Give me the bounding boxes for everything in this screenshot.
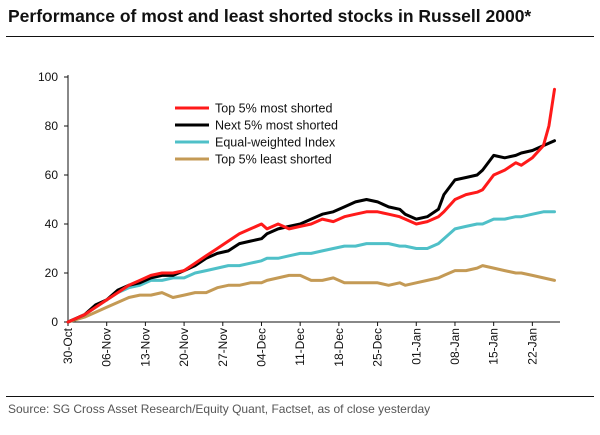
x-tick-label: 13-Nov	[138, 328, 152, 367]
chart-axes: 0 20 40 60 80 100 30-Oct 06-Nov 13-Nov 20-Nov 27-N…	[38, 70, 560, 367]
footer-divider	[6, 396, 594, 397]
series-line-next-5-most-shorted	[66, 139, 556, 324]
legend-label-equal-weighted-index: Equal-weighted Index	[215, 136, 336, 150]
x-tick-label: 27-Nov	[216, 328, 230, 367]
x-tick-label: 22-Jan	[525, 328, 539, 365]
series-line-top-5-least-shorted	[66, 264, 556, 324]
legend-label-top-5-least-shorted: Top 5% least shorted	[215, 153, 332, 167]
source-note: Source: SG Cross Asset Research/Equity Q…	[8, 402, 431, 416]
chart-title: Performance of most and least shorted st…	[8, 6, 532, 26]
legend-label-top-5-most-shorted: Top 5% most shorted	[215, 102, 332, 116]
y-tick-label: 80	[45, 119, 59, 133]
y-tick-label: 100	[38, 70, 58, 84]
x-tick-label: 20-Nov	[177, 328, 191, 367]
x-tick-label: 11-Dec	[293, 328, 307, 366]
x-tick-label: 01-Jan	[409, 328, 423, 365]
series-line-equal-weighted-index	[66, 210, 556, 324]
line-chart: 0 20 40 60 80 100 30-Oct 06-Nov 13-Nov 20-Nov 27-N…	[38, 70, 560, 367]
x-tick-label: 15-Jan	[487, 328, 501, 365]
y-tick-label: 60	[45, 168, 59, 182]
x-tick-label: 30-Oct	[61, 327, 75, 364]
x-tick-label: 18-Dec	[332, 328, 346, 367]
chart-legend: Top 5% most shorted Next 5% most shorted E…	[175, 102, 338, 167]
x-tick-label: 25-Dec	[371, 328, 385, 367]
x-tick-label: 06-Nov	[100, 328, 114, 367]
x-tick-label: 08-Jan	[448, 328, 462, 365]
x-tick-label: 04-Dec	[254, 328, 268, 367]
legend-label-next-5-most-shorted: Next 5% most shorted	[215, 119, 338, 133]
series-line-top-5-most-shorted	[66, 87, 556, 324]
y-tick-label: 40	[45, 217, 59, 231]
chart-series	[66, 87, 556, 324]
title-divider	[6, 36, 594, 37]
y-tick-label: 20	[45, 266, 59, 280]
y-tick-label: 0	[51, 315, 58, 329]
